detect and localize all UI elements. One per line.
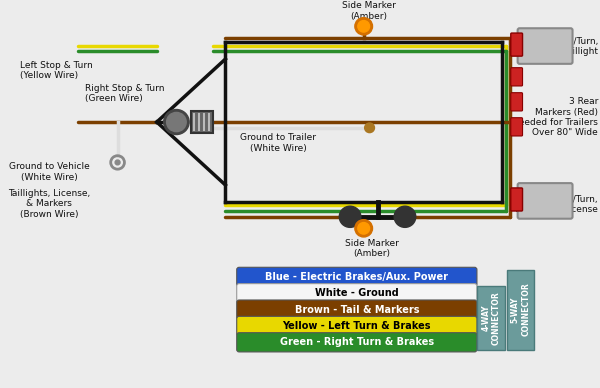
FancyBboxPatch shape bbox=[237, 316, 477, 336]
Text: Blue - Electric Brakes/Aux. Power: Blue - Electric Brakes/Aux. Power bbox=[265, 272, 448, 282]
Text: Ground to Vehicle
(White Wire): Ground to Vehicle (White Wire) bbox=[8, 162, 89, 182]
Text: Side Marker
(Amber): Side Marker (Amber) bbox=[344, 239, 398, 258]
FancyBboxPatch shape bbox=[237, 284, 477, 303]
FancyBboxPatch shape bbox=[511, 93, 523, 111]
Text: Green - Right Turn & Brakes: Green - Right Turn & Brakes bbox=[280, 337, 434, 347]
FancyBboxPatch shape bbox=[511, 118, 523, 136]
Bar bbox=[478, 286, 505, 350]
Text: Side Marker
(Amber): Side Marker (Amber) bbox=[341, 1, 395, 21]
Circle shape bbox=[355, 220, 373, 237]
Text: Left Stop/Turn,
Taillight, & License: Left Stop/Turn, Taillight, & License bbox=[513, 194, 598, 214]
Circle shape bbox=[339, 206, 361, 227]
Text: Yellow - Left Turn & Brakes: Yellow - Left Turn & Brakes bbox=[283, 321, 431, 331]
Text: Taillights, License,
& Markers
(Brown Wire): Taillights, License, & Markers (Brown Wi… bbox=[8, 189, 90, 219]
Text: 3 Rear
Markers (Red)
Needed for Trailers
Over 80" Wide: 3 Rear Markers (Red) Needed for Trailers… bbox=[512, 97, 598, 137]
Bar bbox=[507, 270, 535, 350]
Circle shape bbox=[365, 123, 374, 133]
Text: 4-WAY
CONNECTOR: 4-WAY CONNECTOR bbox=[481, 291, 501, 345]
FancyBboxPatch shape bbox=[511, 68, 523, 86]
FancyBboxPatch shape bbox=[237, 267, 477, 286]
FancyBboxPatch shape bbox=[511, 33, 523, 56]
Circle shape bbox=[115, 160, 120, 165]
FancyBboxPatch shape bbox=[237, 300, 477, 319]
FancyBboxPatch shape bbox=[237, 333, 477, 352]
FancyBboxPatch shape bbox=[518, 28, 572, 64]
FancyBboxPatch shape bbox=[518, 183, 572, 219]
Circle shape bbox=[358, 21, 370, 32]
Circle shape bbox=[394, 206, 416, 227]
Text: Ground to Trailer
(White Wire): Ground to Trailer (White Wire) bbox=[241, 133, 316, 153]
Text: 5-WAY
CONNECTOR: 5-WAY CONNECTOR bbox=[511, 283, 530, 336]
Text: Right Stop & Turn
(Green Wire): Right Stop & Turn (Green Wire) bbox=[85, 84, 165, 103]
FancyBboxPatch shape bbox=[511, 188, 523, 211]
Text: White - Ground: White - Ground bbox=[315, 288, 399, 298]
Text: Left Stop & Turn
(Yellow Wire): Left Stop & Turn (Yellow Wire) bbox=[20, 61, 92, 80]
Text: Right Stop/Turn,
& Taillight: Right Stop/Turn, & Taillight bbox=[526, 37, 598, 56]
Circle shape bbox=[358, 223, 370, 234]
Text: Brown - Tail & Markers: Brown - Tail & Markers bbox=[295, 305, 419, 315]
FancyBboxPatch shape bbox=[191, 111, 212, 133]
Circle shape bbox=[167, 113, 186, 132]
Circle shape bbox=[164, 109, 189, 135]
Circle shape bbox=[355, 18, 373, 35]
